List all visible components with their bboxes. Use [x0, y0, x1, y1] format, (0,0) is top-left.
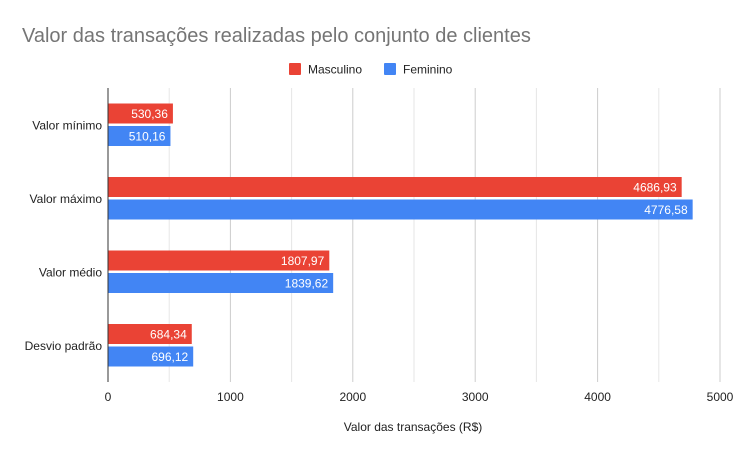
category-label: Valor médio: [39, 265, 102, 279]
x-tick-label: 5000: [707, 390, 734, 404]
bar-feminino: [108, 273, 334, 293]
bar-masculino: [108, 324, 192, 344]
legend-swatch-masculino: [289, 63, 301, 75]
legend: Masculino Feminino: [289, 63, 453, 77]
bar-feminino: [108, 126, 171, 146]
x-tick-label: 3000: [462, 390, 489, 404]
bar-data-label: 510,16: [129, 130, 166, 144]
legend-label-masculino: Masculino: [308, 63, 362, 77]
bar-masculino: [108, 103, 173, 124]
x-tick-label: 0: [105, 390, 112, 404]
legend-swatch-feminino: [384, 63, 396, 75]
gridlines: [168, 88, 721, 382]
bar-data-label: 530,36: [131, 107, 168, 121]
bar-data-label: 4686,93: [633, 181, 677, 195]
x-tick-label: 2000: [339, 390, 366, 404]
bar-data-label: 696,12: [152, 350, 189, 364]
legend-label-feminino: Feminino: [403, 63, 453, 77]
bar-data-label: 4776,58: [644, 203, 688, 217]
x-axis-ticks: 0 1000 2000 3000 4000 5000: [105, 390, 734, 404]
x-axis-title: Valor das transações (R$): [344, 420, 483, 434]
category-labels: Valor mínimo Valor máximo Valor médio Desvi…: [25, 118, 103, 353]
bars: 530,36 510,16 4686,93 4776,58 1807,97 1839,62…: [108, 103, 693, 367]
bar-masculino: [108, 177, 682, 197]
bar-feminino: [108, 199, 693, 220]
bar-feminino: [108, 346, 194, 367]
bar-masculino: [108, 250, 330, 271]
category-label: Valor máximo: [30, 192, 103, 206]
bar-data-label: 1807,97: [281, 254, 325, 268]
category-label: Valor mínimo: [32, 118, 102, 132]
bar-data-label: 684,34: [150, 328, 187, 342]
chart-title: Valor das transações realizadas pelo con…: [22, 25, 531, 47]
x-tick-label: 4000: [584, 390, 611, 404]
x-tick-label: 1000: [217, 390, 244, 404]
bar-data-label: 1839,62: [285, 277, 329, 291]
category-label: Desvio padrão: [25, 339, 103, 353]
